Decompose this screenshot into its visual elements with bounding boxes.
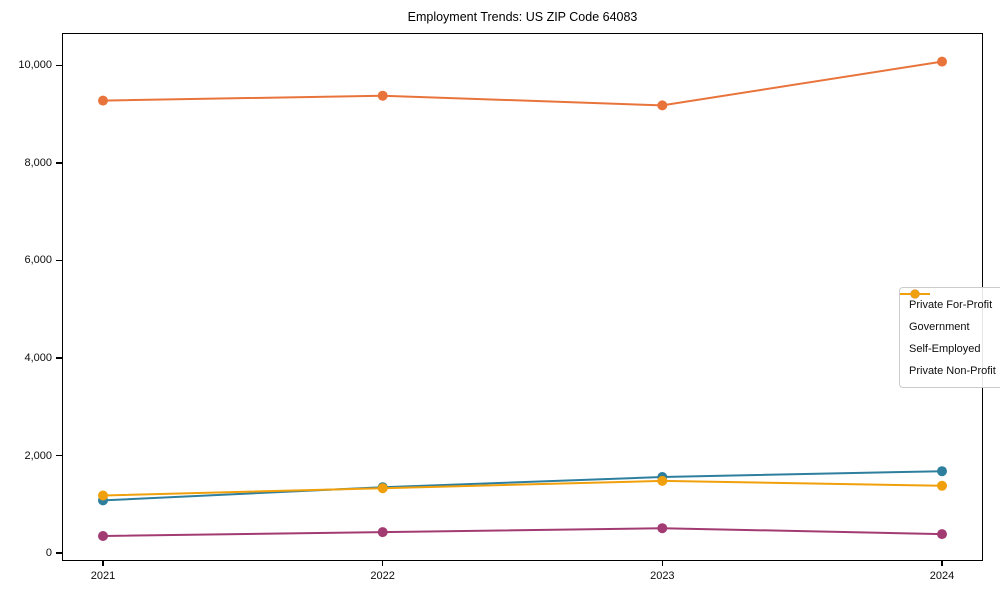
y-tick-label: 0 — [45, 547, 52, 560]
plot-area: Private For-Profit Government Self-Employe… — [62, 33, 1000, 561]
y-tick-mark — [56, 357, 62, 359]
x-tick-mark — [941, 561, 943, 566]
legend-marker-icon — [900, 289, 930, 299]
x-tick-label: 2021 — [90, 570, 116, 582]
series-line-self-employed — [102, 527, 943, 537]
x-tick-label: 2022 — [370, 570, 395, 582]
y-tick-mark — [56, 259, 62, 262]
series-line-private-non-profit — [102, 479, 943, 497]
y-tick-label: 8,000 — [24, 156, 52, 169]
legend-label: Private For-Profit — [909, 298, 993, 311]
plot-canvas — [98, 56, 947, 541]
legend-label: Government — [909, 320, 970, 333]
data-point-government-2024 — [937, 466, 947, 477]
data-point-private-for-profit-2021 — [98, 95, 108, 106]
data-point-self-employed-2022 — [377, 527, 388, 538]
y-tick-mark — [56, 64, 62, 67]
legend-item-government: Government — [900, 289, 996, 337]
y-tick-label: 4,000 — [24, 352, 52, 364]
legend: Private For-Profit Government Self-Employe… — [899, 287, 1000, 388]
x-tick-mark — [381, 561, 384, 566]
data-point-self-employed-2024 — [937, 529, 947, 540]
data-point-private-non-profit-2022 — [377, 483, 388, 494]
y-tick-label: 6,000 — [24, 254, 52, 267]
x-tick-mark — [661, 561, 664, 566]
legend-label: Private Non-Profit — [909, 364, 996, 377]
data-point-private-non-profit-2023 — [657, 475, 668, 486]
chart-title: Employment Trends: US ZIP Code 64083 — [407, 10, 638, 24]
data-point-private-non-profit-2024 — [937, 480, 947, 491]
data-point-private-for-profit-2022 — [377, 90, 388, 101]
data-point-private-for-profit-2023 — [657, 100, 668, 111]
series-line-government — [102, 470, 943, 502]
x-tick-label: 2024 — [929, 570, 955, 582]
x-tick-label: 2023 — [650, 570, 675, 582]
data-point-private-for-profit-2024 — [937, 56, 947, 67]
data-point-self-employed-2021 — [98, 531, 108, 541]
y-tick-mark — [56, 162, 62, 164]
legend-label: Self-Employed — [909, 342, 981, 355]
legend-item-self-employed: Self-Employed — [900, 289, 996, 359]
x-tick-mark — [102, 561, 104, 566]
data-point-private-non-profit-2021 — [98, 490, 108, 501]
y-tick-mark — [56, 552, 62, 554]
y-tick-label: 10,000 — [18, 59, 52, 72]
y-tick-label: 2,000 — [24, 449, 52, 462]
legend-item-private-non-profit: Private Non-Profit — [900, 289, 996, 381]
data-point-self-employed-2023 — [657, 523, 668, 534]
series-line-private-for-profit — [102, 60, 943, 107]
y-tick-mark — [56, 454, 62, 457]
